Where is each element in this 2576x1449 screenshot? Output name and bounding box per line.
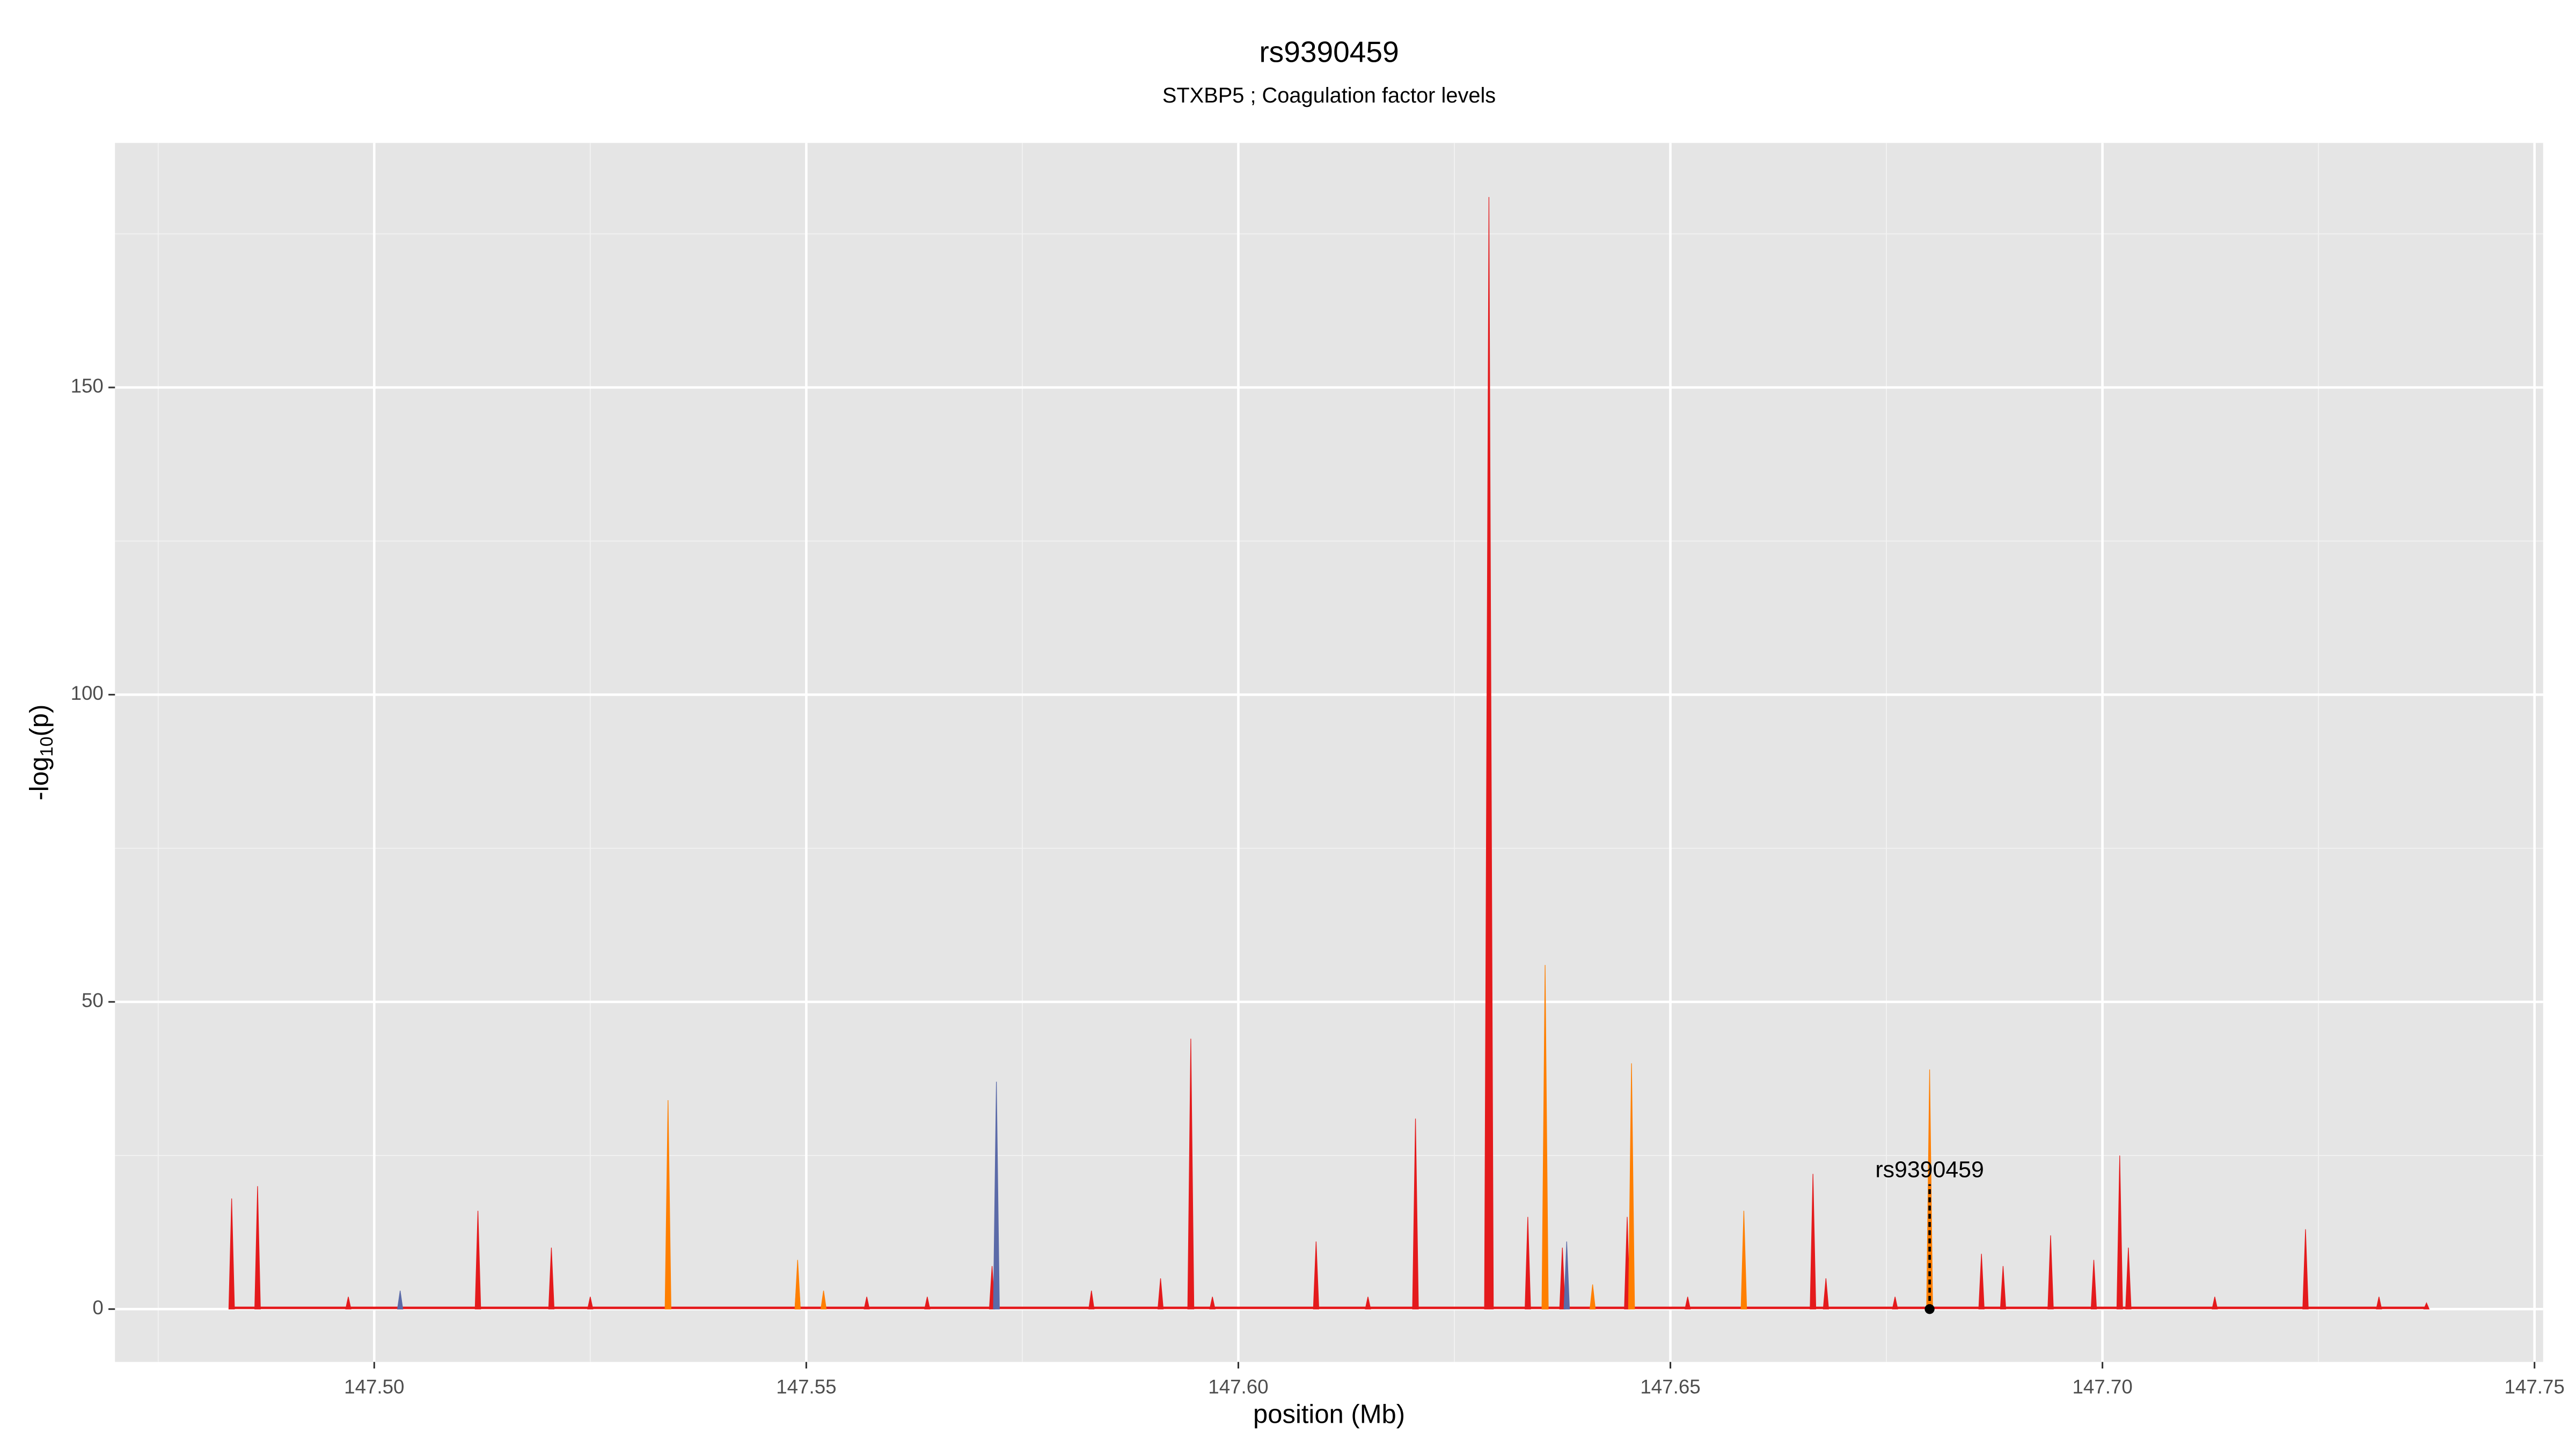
spike [1563, 1241, 1570, 1309]
spike [228, 1198, 235, 1309]
spike [1209, 1297, 1216, 1309]
spike [1525, 1217, 1531, 1309]
spike [664, 1100, 671, 1309]
x-tick-label: 147.55 [776, 1375, 836, 1397]
spike [2302, 1229, 2309, 1309]
spike [2423, 1302, 2430, 1309]
spike [2116, 1155, 2123, 1309]
x-tick-label: 147.65 [1640, 1375, 1700, 1397]
spike [1810, 1174, 1817, 1309]
spike [587, 1297, 594, 1309]
spike [1823, 1278, 1829, 1309]
spike [1088, 1290, 1095, 1309]
spike [254, 1186, 261, 1309]
spike [820, 1290, 827, 1309]
spike [993, 1081, 1000, 1309]
spike [1157, 1278, 1164, 1309]
baseline-band [231, 1306, 2427, 1309]
spike [474, 1211, 481, 1309]
spike [2000, 1266, 2007, 1309]
spike [863, 1297, 870, 1309]
spike [1365, 1297, 1371, 1309]
x-tick-label: 147.60 [1208, 1375, 1268, 1397]
chart-title: rs9390459 [1259, 35, 1399, 69]
spike [2125, 1247, 2132, 1309]
spike [1541, 965, 1549, 1309]
spike [1313, 1241, 1320, 1309]
y-title-part: (p) [25, 705, 54, 737]
spike [2212, 1297, 2218, 1309]
y-title-sub: 10 [37, 736, 57, 756]
spike [1628, 1063, 1635, 1309]
spike [1892, 1297, 1898, 1309]
spike [1978, 1254, 1985, 1309]
spike [2376, 1297, 2382, 1309]
annotation-point [1924, 1304, 1935, 1314]
spike [1484, 197, 1494, 1309]
y-tick-label: 150 [71, 375, 104, 397]
spike [924, 1297, 931, 1309]
y-tick-label: 50 [82, 990, 104, 1012]
x-tick-label: 147.50 [344, 1375, 404, 1397]
x-axis-title: position (Mb) [1253, 1400, 1405, 1429]
x-tick-label: 147.75 [2505, 1375, 2565, 1397]
spike [1740, 1211, 1747, 1309]
spike [1685, 1297, 1691, 1309]
spike [548, 1247, 555, 1309]
spike [2047, 1235, 2054, 1309]
spike [1187, 1038, 1195, 1309]
spike [2090, 1260, 2097, 1309]
y-axis-title: -log10(p) [25, 705, 56, 801]
x-tick-label: 147.70 [2072, 1375, 2132, 1397]
spike [794, 1260, 801, 1309]
spike [1589, 1284, 1596, 1309]
annotation-label: rs9390459 [1875, 1157, 1984, 1182]
spike [397, 1290, 404, 1309]
spike [1412, 1118, 1419, 1309]
y-tick-label: 0 [92, 1297, 103, 1319]
y-tick-label: 100 [71, 682, 104, 704]
panel [115, 143, 2543, 1362]
y-title-part: -log [25, 757, 54, 801]
chart-subtitle: STXBP5 ; Coagulation factor levels [1162, 84, 1496, 107]
spike [1559, 1247, 1565, 1309]
spike [345, 1297, 352, 1309]
